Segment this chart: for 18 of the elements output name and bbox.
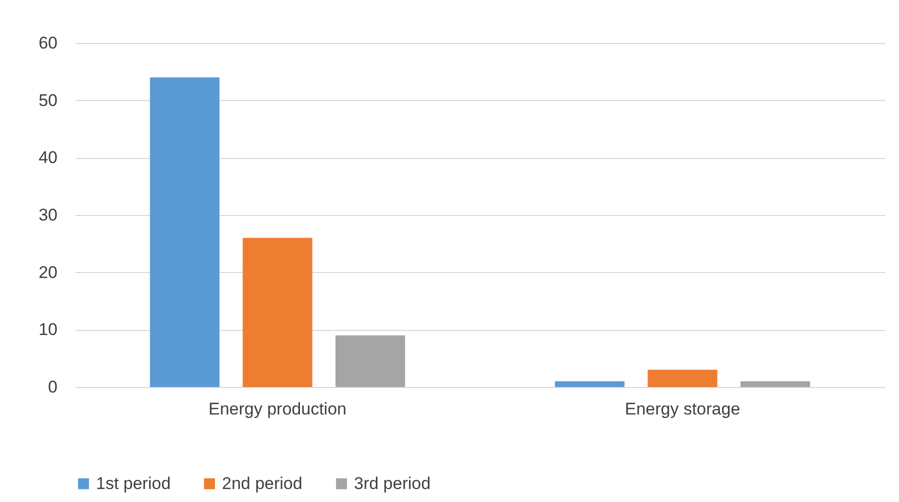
legend-label: 3rd period xyxy=(354,474,431,493)
bar xyxy=(740,381,810,387)
legend-label: 2nd period xyxy=(222,474,302,493)
y-tick-label: 50 xyxy=(38,90,58,110)
bar xyxy=(648,370,718,387)
bar xyxy=(554,381,625,387)
bar xyxy=(242,238,312,387)
y-tick-label: 10 xyxy=(38,320,58,340)
y-tick-label: 30 xyxy=(38,206,58,224)
y-tick-label: 60 xyxy=(38,34,58,52)
bar xyxy=(150,77,220,387)
y-tick-label: 40 xyxy=(38,148,58,168)
y-tick-label: 0 xyxy=(48,378,58,396)
bar xyxy=(335,335,406,387)
legend-label: 1st period xyxy=(96,474,171,493)
x-tick-label: Energy storage xyxy=(624,400,740,418)
x-tick-label: Energy production xyxy=(208,400,346,418)
y-tick-label: 20 xyxy=(38,262,58,282)
